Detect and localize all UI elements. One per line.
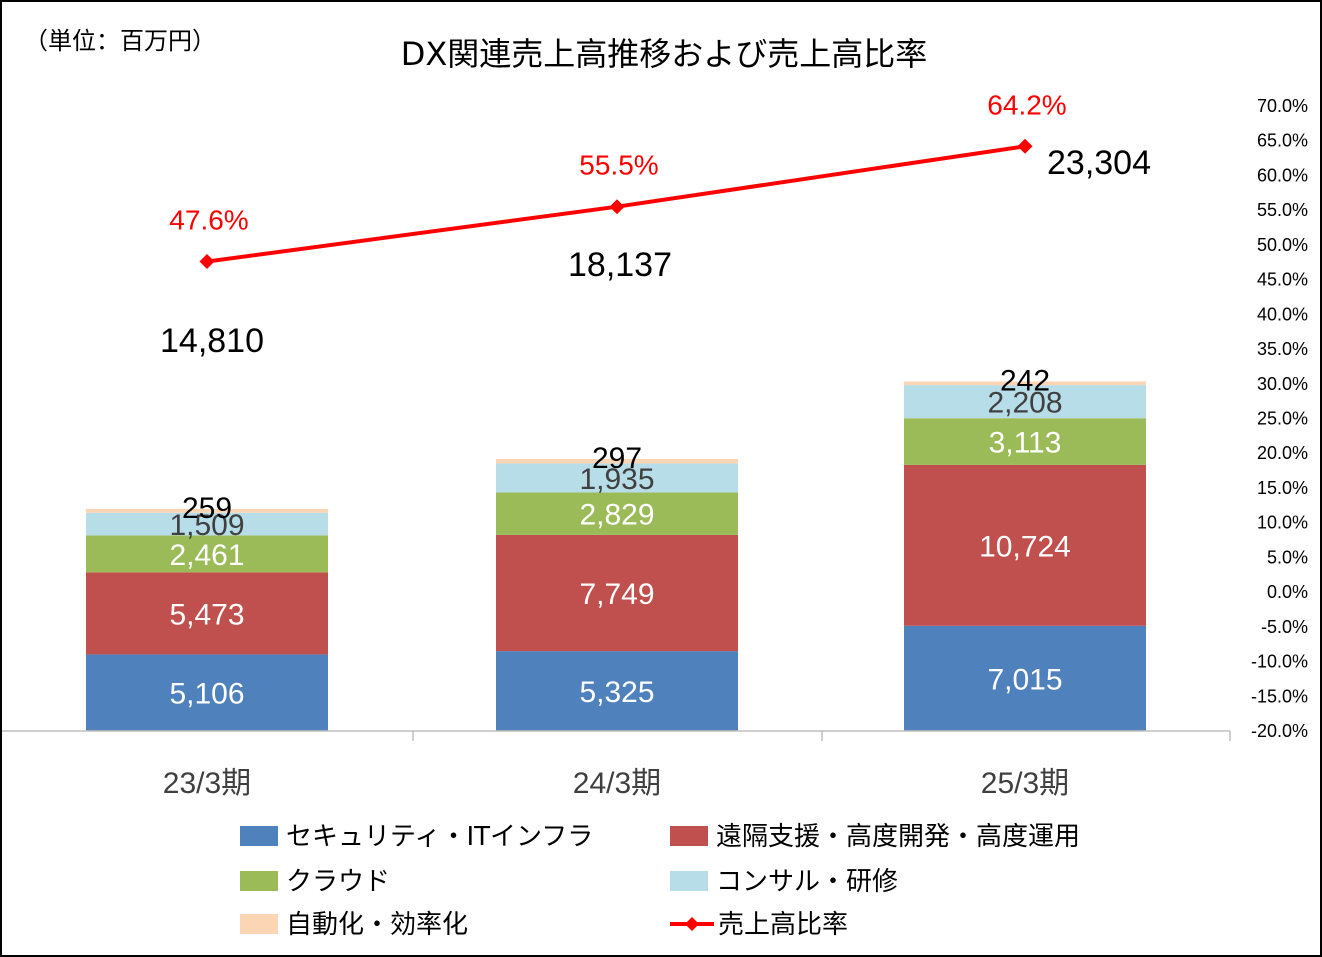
- segment-value-label: 2,829: [579, 499, 654, 532]
- y-right-tick-label: 25.0%: [1257, 409, 1308, 429]
- legend-label: クラウド: [286, 867, 390, 897]
- x-tick-label: 24/3期: [573, 767, 661, 800]
- legend-label: コンサル・研修: [716, 867, 898, 897]
- axes-layer: 23/3期 24/3期 25/3期 70.0% 65.0% 60.0% 55.0% 50.0%…: [2, 96, 1308, 800]
- segment-value-label: 259: [182, 492, 232, 525]
- total-label: 23,304: [1047, 144, 1151, 182]
- y-right-tick-label: 30.0%: [1257, 374, 1308, 394]
- y-right-tick-label: -5.0%: [1261, 617, 1308, 637]
- ratio-value-label: 64.2%: [987, 89, 1066, 120]
- total-label: 18,137: [568, 246, 672, 284]
- bar-segment: [904, 625, 1146, 731]
- y-right-tick-label: 70.0%: [1257, 96, 1308, 116]
- bar-segment: [496, 492, 738, 535]
- y-right-tick-label: 45.0%: [1257, 270, 1308, 290]
- legend-label: 遠隔支援・高度開発・高度運用: [716, 822, 1080, 852]
- segment-value-label: 3,113: [989, 427, 1062, 460]
- y-right-tick-label: 5.0%: [1267, 547, 1308, 567]
- segment-value-label: 1,509: [169, 509, 244, 542]
- ratio-value-label: 47.6%: [169, 205, 248, 236]
- bar-segment: [904, 464, 1146, 626]
- x-tick-label: 23/3期: [163, 767, 251, 800]
- y-right-tick-label: 15.0%: [1257, 478, 1308, 498]
- legend-swatch: [240, 914, 278, 934]
- ratio-value-label: 55.5%: [579, 150, 658, 181]
- segment-value-label: 7,749: [579, 578, 654, 611]
- legend-label: 売上高比率: [718, 910, 848, 940]
- bar-segment: [496, 534, 738, 652]
- total-label: 14,810: [160, 322, 264, 360]
- ratio-marker: [1017, 138, 1033, 154]
- segment-value-label: 242: [1000, 364, 1050, 397]
- bar-segment: [904, 385, 1146, 419]
- segment-value-label: 5,106: [169, 678, 244, 711]
- y-right-tick-label: -15.0%: [1251, 686, 1308, 706]
- segment-value-label: 10,724: [979, 530, 1071, 563]
- bar-segment: [496, 458, 738, 464]
- y-right-tick-label: 40.0%: [1257, 304, 1308, 324]
- y-right-tick-label: -10.0%: [1251, 652, 1308, 672]
- ratio-line-layer: 47.6% 55.5% 64.2%: [169, 89, 1067, 270]
- segment-value-label: 5,325: [579, 676, 654, 709]
- bar-segment: [86, 654, 328, 731]
- y-right-tick-label: 55.0%: [1257, 200, 1308, 220]
- segment-value-label: 5,473: [169, 598, 244, 631]
- legend-marker-swatch: [685, 917, 699, 931]
- bar-segment: [904, 418, 1146, 465]
- bar-segment: [86, 512, 328, 536]
- y-right-tick-label: 60.0%: [1257, 165, 1308, 185]
- y-right-tick-label: 0.0%: [1267, 582, 1308, 602]
- bar-segment: [904, 381, 1146, 386]
- segment-value-label: 7,015: [987, 663, 1062, 696]
- segment-value-label: 2,208: [987, 387, 1062, 420]
- bar-segment: [86, 508, 328, 513]
- segment-value-label: 2,461: [169, 539, 244, 572]
- legend-swatch: [240, 871, 278, 891]
- y-right-tick-label: -20.0%: [1251, 721, 1308, 741]
- legend-swatch: [670, 871, 708, 891]
- bar-segment: [86, 572, 328, 655]
- chart-title: DX関連売上高推移および売上高比率: [401, 35, 928, 73]
- ratio-marker: [609, 199, 625, 215]
- legend-label: 自動化・効率化: [286, 910, 468, 940]
- legend-swatch: [670, 826, 708, 846]
- y-right-tick-label: 20.0%: [1257, 443, 1308, 463]
- x-tick-label: 25/3期: [981, 767, 1069, 800]
- bar-segment: [496, 463, 738, 493]
- bar-segment: [496, 651, 738, 731]
- segment-value-label: 297: [592, 442, 642, 475]
- unit-label: （単位：百万円）: [24, 27, 216, 55]
- y-right-tick-label: 35.0%: [1257, 339, 1308, 359]
- y-right-tick-label: 10.0%: [1257, 513, 1308, 533]
- y-right-tick-label: 50.0%: [1257, 235, 1308, 255]
- bar-segment: [86, 535, 328, 573]
- legend-label: セキュリティ・ITインフラ: [286, 822, 593, 852]
- segment-value-label: 1,935: [579, 463, 654, 496]
- ratio-marker: [199, 254, 215, 270]
- y-right-tick-label: 65.0%: [1257, 131, 1308, 151]
- legend-swatch: [240, 826, 278, 846]
